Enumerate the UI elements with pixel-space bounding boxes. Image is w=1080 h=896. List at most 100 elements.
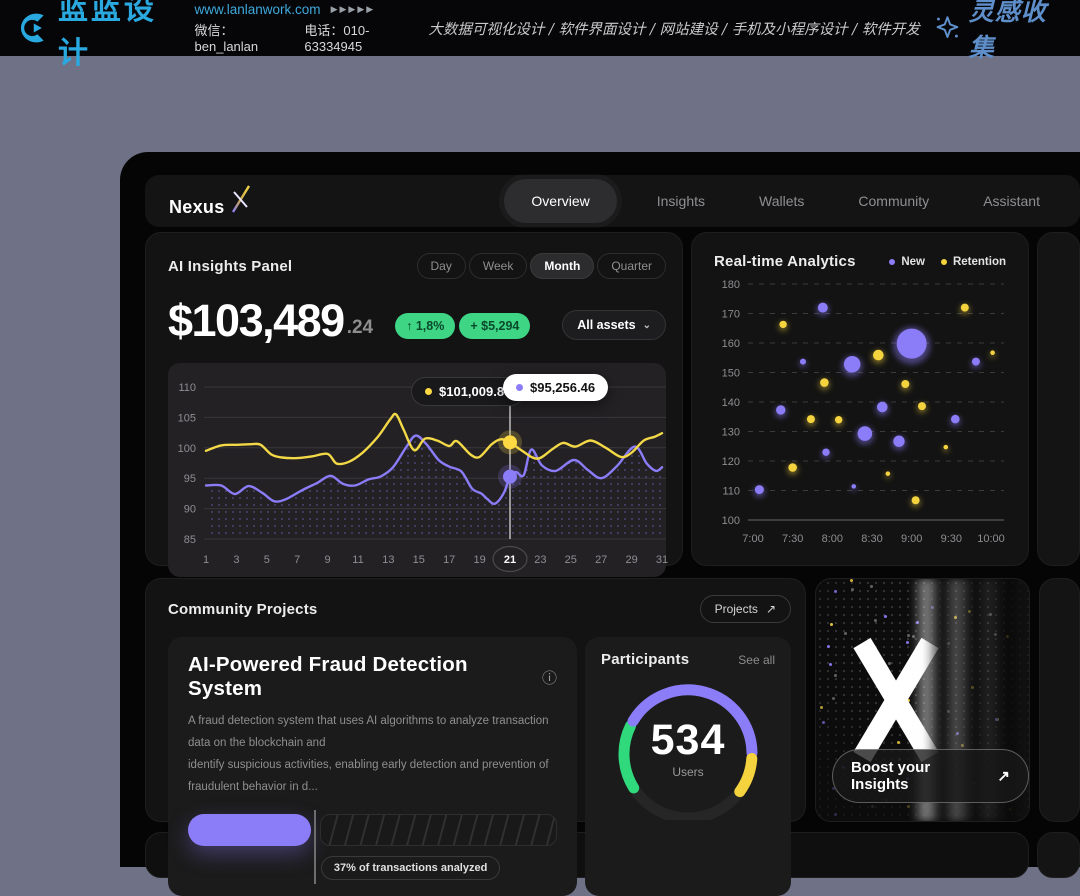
bubble-new (755, 485, 764, 494)
project-title: AI-Powered Fraud Detection System (188, 653, 532, 701)
bubble-new (893, 436, 904, 447)
bubble-retention (835, 416, 842, 423)
boost-button-label: Boost your Insights (851, 759, 987, 793)
day-tick: 1 (203, 554, 209, 566)
range-week[interactable]: Week (469, 253, 527, 279)
svg-text:180: 180 (722, 279, 740, 291)
participants-panel: Participants See all 534 Users (585, 637, 791, 896)
nexus-logo[interactable]: Nexus (169, 185, 253, 218)
svg-text:9:30: 9:30 (941, 533, 962, 545)
range-month[interactable]: Month (530, 253, 594, 279)
day-tick: 23 (534, 554, 546, 566)
svg-text:85: 85 (184, 534, 196, 546)
svg-text:100: 100 (722, 515, 740, 527)
day-tick: 29 (625, 554, 637, 566)
bubble-retention (990, 350, 995, 355)
svg-text:170: 170 (722, 309, 740, 321)
see-all-link[interactable]: See all (738, 653, 775, 667)
svg-text:95: 95 (184, 473, 196, 485)
legend-item-retention[interactable]: Retention (941, 256, 1006, 268)
brand-name: 蓝蓝设计 (58, 0, 177, 72)
svg-text:100: 100 (178, 443, 196, 455)
progress-label: 37% of transactions analyzed (321, 856, 500, 880)
bubble-new (858, 426, 873, 441)
progress-divider (314, 810, 316, 884)
progress-remaining (320, 814, 557, 846)
day-tick: 11 (352, 554, 363, 566)
community-projects-card: Community Projects Projects ↗ AI-Powered… (145, 578, 806, 822)
boost-insights-button[interactable]: Boost your Insights ↗ (832, 749, 1029, 803)
day-tick: 15 (413, 554, 425, 566)
day-tick: 27 (595, 554, 607, 566)
assets-dropdown[interactable]: All assets ⌄ (562, 310, 666, 340)
website-link[interactable]: www.lanlanwork.com (195, 2, 321, 17)
svg-text:10:00: 10:00 (977, 533, 1005, 545)
purple-dot-icon (516, 384, 523, 391)
bubble-new (851, 484, 856, 489)
phone-contact: 电话：010-63334945 (304, 20, 414, 54)
clipped-card-right-top (1037, 232, 1080, 566)
bubble-new (844, 356, 861, 373)
sparkle-icon (934, 13, 961, 43)
promo-banner: 蓝蓝设计 www.lanlanwork.com ▶▶▶▶▶ 微信：ben_lan… (0, 0, 1080, 56)
bubble-new (818, 303, 828, 313)
bubble-retention (886, 471, 891, 476)
chevron-down-icon: ⌄ (643, 320, 651, 331)
tab-insights[interactable]: Insights (643, 181, 719, 221)
day-tick: 7 (294, 554, 300, 566)
description-line-2: identify suspicious activities, enabling… (188, 755, 557, 799)
svg-text:160: 160 (722, 338, 740, 350)
day-tick: 25 (565, 554, 577, 566)
svg-text:7:00: 7:00 (742, 533, 763, 545)
analytics-title: Real-time Analytics (714, 253, 856, 270)
community-title: Community Projects (168, 601, 317, 618)
day-tick-selected[interactable]: 21 (504, 554, 516, 566)
fraud-detection-panel: AI-Powered Fraud Detection System ⓘ A fr… (168, 637, 577, 896)
bubble-retention (779, 321, 786, 328)
assets-dropdown-label: All assets (577, 318, 635, 332)
arrow-up-right-icon: ↗ (997, 767, 1010, 785)
nexus-dashboard: Nexus Overview Insights Wallets Community As… (120, 152, 1080, 867)
legend-label: Retention (953, 256, 1006, 268)
legend-item-new[interactable]: New (889, 256, 925, 268)
bubble-new (776, 405, 785, 414)
change-amount-badge: + $5,294 (459, 313, 530, 339)
services-list: 大数据可视化设计 / 软件界面设计 / 网站建设 / 手机及小程序设计 / 软件… (428, 18, 919, 39)
tab-assistant[interactable]: Assistant (969, 181, 1054, 221)
nexus-logo-text: Nexus (169, 197, 225, 218)
svg-text:150: 150 (722, 368, 740, 380)
bubble-new (822, 448, 829, 455)
bubble-retention (961, 304, 969, 312)
day-tick: 13 (382, 554, 394, 566)
participants-title: Participants (601, 651, 689, 668)
lanlan-logo: 蓝蓝设计 (14, 0, 177, 72)
panel-title: AI Insights Panel (168, 258, 292, 275)
svg-text:105: 105 (178, 412, 196, 424)
svg-text:8:30: 8:30 (861, 533, 882, 545)
participants-unit: Users (601, 765, 775, 779)
progress-fill (188, 814, 311, 846)
range-quarter[interactable]: Quarter (597, 253, 666, 279)
day-tick: 9 (325, 554, 331, 566)
legend: New Retention (889, 256, 1006, 268)
arrow-up-right-icon: ↗ (766, 602, 776, 616)
bubble-retention (912, 496, 920, 504)
bubble-retention (788, 463, 797, 472)
bubble-retention (901, 380, 909, 388)
range-day[interactable]: Day (417, 253, 466, 279)
tab-overview[interactable]: Overview (504, 179, 616, 223)
inspiration-collect[interactable]: 灵感收集 (934, 0, 1062, 64)
wechat-contact: 微信：ben_lanlan (195, 20, 287, 54)
tab-community[interactable]: Community (844, 181, 943, 221)
info-icon[interactable]: ⓘ (542, 667, 557, 688)
tab-wallets[interactable]: Wallets (745, 181, 818, 221)
svg-text:140: 140 (722, 397, 740, 409)
svg-text:7:30: 7:30 (782, 533, 803, 545)
legend-dot-icon (889, 259, 895, 265)
bubble-new (877, 402, 888, 413)
clipped-card-bottom-right (1037, 832, 1080, 878)
projects-button[interactable]: Projects ↗ (700, 595, 791, 623)
participants-gauge: 534 Users (601, 670, 775, 825)
